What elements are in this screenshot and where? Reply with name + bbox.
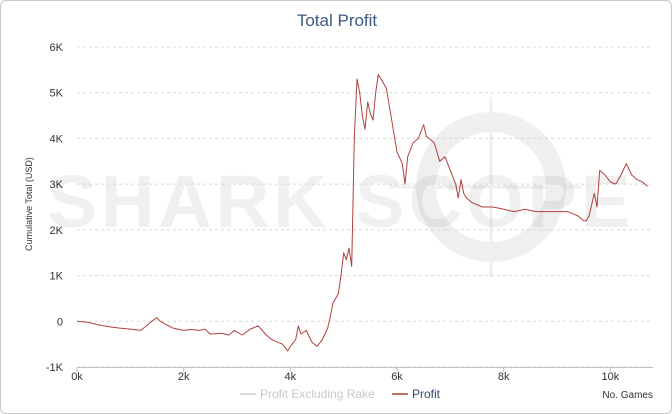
legend-label: Profit Excluding Rake: [260, 387, 375, 401]
x-axis-label: No. Games: [602, 390, 653, 401]
legend-item-profit-excluding-rake[interactable]: Profit Excluding Rake: [240, 387, 375, 401]
y-tick-label: 4K: [50, 133, 64, 145]
grid-lines: [77, 46, 653, 368]
watermark-crosshair-icon: [401, 97, 581, 277]
series-profit: [76, 73, 649, 352]
y-tick-label: -1K: [46, 362, 64, 374]
x-tick-label: 10k: [601, 371, 619, 383]
x-tick-label: 4k: [285, 371, 297, 383]
x-tick-label: 8k: [498, 371, 510, 383]
legend-label: Profit: [412, 387, 441, 401]
y-tick-label: 6K: [50, 42, 64, 54]
y-axis-ticks: -1K 0 1K 2K 3K 4K 5K 6K: [46, 42, 64, 374]
chart-title: Total Profit: [297, 11, 378, 30]
y-tick-label: 5K: [50, 88, 64, 100]
y-tick-label: 0: [57, 316, 63, 328]
x-tick-label: 6k: [391, 371, 403, 383]
x-tick-label: 2k: [178, 371, 190, 383]
y-tick-label: 1K: [50, 271, 64, 283]
y-tick-label: 3K: [50, 179, 64, 191]
watermark-text: SHARK SCOPE: [48, 160, 635, 243]
watermark: SHARK SCOPE: [48, 97, 635, 277]
x-tick-label: 0k: [71, 371, 83, 383]
legend-item-profit[interactable]: Profit: [392, 387, 441, 401]
legend: Profit Excluding Rake Profit: [240, 387, 441, 401]
series-line: [76, 73, 649, 352]
series-layer: [76, 73, 649, 352]
y-tick-label: 2K: [50, 225, 64, 237]
y-axis-label: Cumulative Total (USD): [24, 157, 34, 251]
x-axis-ticks: 0k 2k 4k 6k 8k 10k: [71, 367, 620, 383]
